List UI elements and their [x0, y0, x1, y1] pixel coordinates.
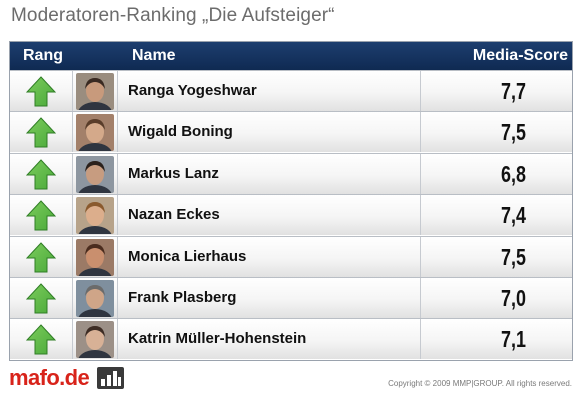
table-row: Ranga Yogeshwar 7,7: [10, 70, 572, 111]
ranking-table: Rang Name Media-Score Ranga Yogeshwar 7,7…: [9, 41, 573, 361]
column-divider: [72, 153, 73, 194]
column-divider: [72, 278, 73, 318]
green-up-arrow-icon: [26, 283, 56, 314]
green-up-arrow-icon: [26, 117, 56, 148]
column-divider: [117, 71, 118, 111]
column-divider: [117, 195, 118, 236]
column-divider: [117, 319, 118, 360]
green-up-arrow-icon: [26, 76, 56, 107]
avatar: [76, 197, 114, 235]
media-score-value: 7,7: [501, 78, 526, 104]
media-score-value: 6,8: [501, 160, 526, 187]
green-up-arrow-icon: [26, 200, 56, 231]
rank-column-header: Rang: [23, 47, 63, 64]
column-divider: [117, 112, 118, 153]
table-row: Frank Plasberg 7,0: [10, 277, 572, 318]
green-up-arrow-icon: [26, 159, 56, 190]
avatar: [76, 280, 114, 317]
page-title: Moderatoren-Ranking „Die Aufsteiger“: [11, 5, 335, 26]
table-row: Wigald Boning 7,5: [10, 111, 572, 153]
avatar: [76, 73, 114, 110]
media-score-value: 7,5: [501, 119, 526, 146]
column-divider: [420, 278, 421, 318]
column-divider: [72, 71, 73, 111]
column-divider: [72, 236, 73, 277]
column-divider: [420, 236, 421, 277]
media-score-value: 7,0: [501, 285, 526, 311]
moderator-name: Markus Lanz: [128, 164, 219, 182]
avatar: [76, 114, 114, 152]
column-divider: [72, 319, 73, 360]
column-divider: [117, 278, 118, 318]
moderator-name: Nazan Eckes: [128, 206, 220, 224]
avatar: [76, 238, 114, 276]
column-divider: [72, 112, 73, 153]
moderator-name: Wigald Boning: [128, 123, 233, 141]
avatar: [76, 321, 114, 359]
media-score-value: 7,5: [501, 243, 526, 270]
green-up-arrow-icon: [26, 324, 56, 355]
name-column-header: Name: [132, 47, 176, 64]
column-divider: [117, 236, 118, 277]
green-up-arrow-icon: [26, 241, 56, 273]
column-divider: [420, 153, 421, 194]
table-row: Katrin Müller-Hohenstein 7,1: [10, 318, 572, 360]
moderator-name: Katrin Müller-Hohenstein: [128, 330, 307, 348]
moderator-name: Ranga Yogeshwar: [128, 82, 257, 99]
column-divider: [420, 195, 421, 236]
score-column-header: Media-Score: [472, 47, 568, 64]
table-row: Nazan Eckes 7,4: [10, 194, 572, 236]
mafo-logo: mafo.de: [9, 365, 124, 391]
media-score-value: 7,4: [501, 202, 526, 229]
bar-chart-logo-icon: [96, 367, 124, 389]
column-divider: [420, 319, 421, 360]
table-header: Rang Name Media-Score: [10, 42, 572, 70]
table-row: Monica Lierhaus 7,5: [10, 235, 572, 277]
avatar: [76, 155, 114, 193]
moderator-name: Monica Lierhaus: [128, 247, 247, 265]
table-row: Markus Lanz 6,8: [10, 152, 572, 194]
column-divider: [420, 71, 421, 111]
media-score-value: 7,1: [501, 326, 526, 353]
column-divider: [420, 112, 421, 153]
column-divider: [117, 153, 118, 194]
column-divider: [72, 195, 73, 236]
moderator-name: Frank Plasberg: [128, 289, 237, 306]
copyright-notice: Copyright © 2009 MMP|GROUP. All rights r…: [388, 379, 572, 388]
logo-text: mafo.de: [9, 365, 90, 390]
